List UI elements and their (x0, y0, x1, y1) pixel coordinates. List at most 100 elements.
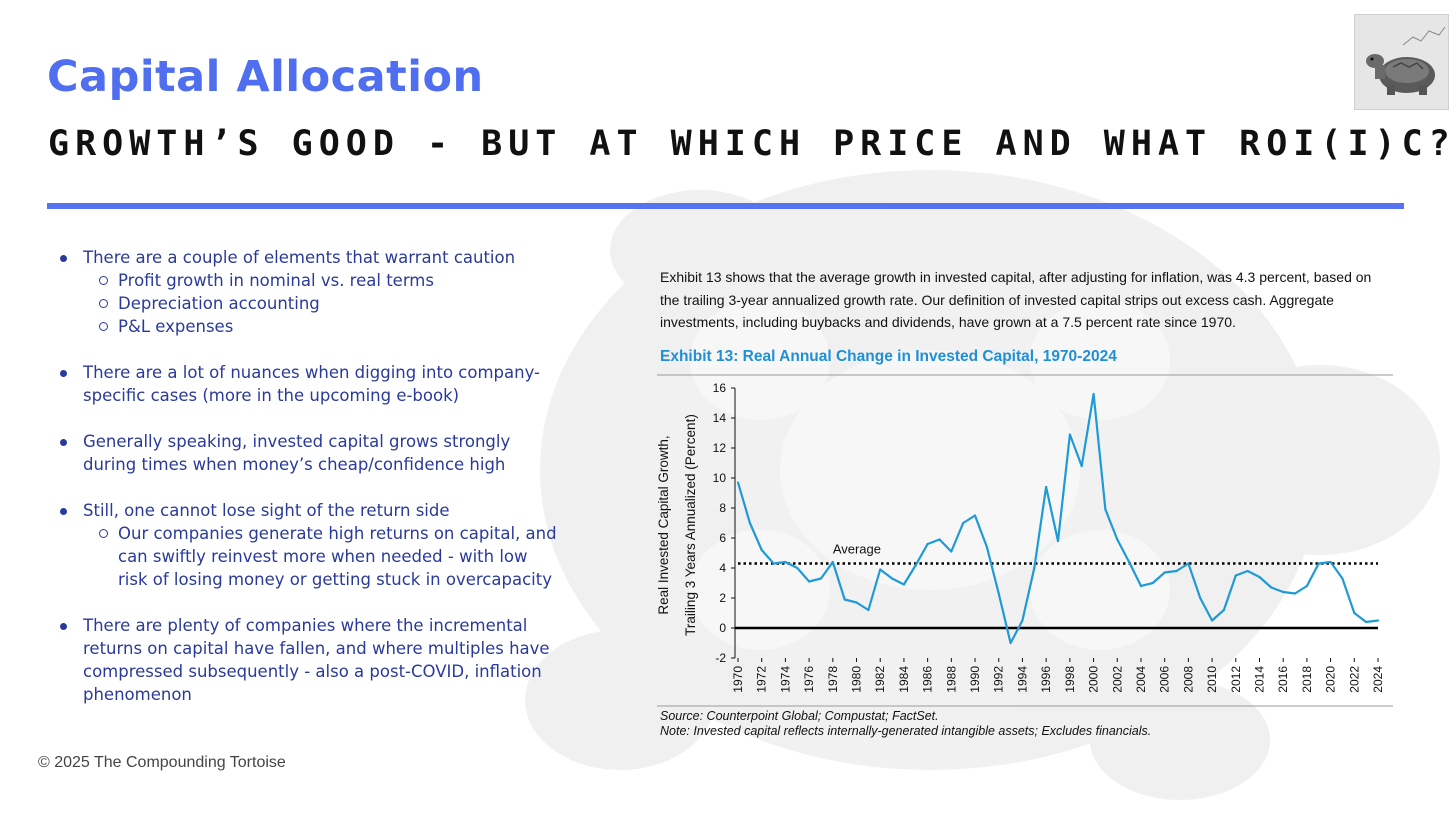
data-point (1068, 433, 1071, 436)
x-tick-label: 1990 (968, 666, 982, 693)
page-title: Capital Allocation (47, 52, 484, 102)
data-point (867, 608, 870, 612)
x-tick-label: 1982 (873, 666, 887, 693)
data-point (1353, 611, 1356, 615)
exhibit-intro: Exhibit 13 shows that the average growth… (660, 269, 1372, 330)
y-axis-label: Trailing 3 Years Annualized (Percent) (683, 414, 698, 636)
data-point (1199, 596, 1202, 600)
data-point (819, 577, 823, 580)
x-tick-label: 1994 (1015, 666, 1029, 693)
average-label: Average (833, 542, 881, 557)
data-point (1341, 577, 1344, 580)
y-tick-label: -2 (715, 651, 726, 665)
page-subtitle: GROWTH’S GOOD - BUT AT WHICH PRICE AND W… (48, 124, 1456, 164)
data-point (1175, 569, 1178, 573)
data-point (950, 550, 953, 553)
data-point (879, 568, 882, 571)
series-line (736, 392, 1379, 645)
x-tick-label: 1974 (778, 666, 792, 693)
data-point (1293, 592, 1297, 595)
data-point (1329, 560, 1332, 564)
x-tick-label: 2014 (1252, 666, 1266, 693)
data-point (1139, 584, 1143, 588)
data-point (1270, 586, 1273, 589)
data-point (985, 545, 988, 549)
x-tick-label: 1998 (1063, 666, 1077, 693)
x-tick-label: 2000 (1087, 666, 1101, 693)
bullet-item: There are a couple of elements that warr… (60, 246, 560, 338)
data-point (1246, 569, 1249, 573)
data-point (890, 577, 894, 580)
data-point (1365, 620, 1368, 624)
plot-area: -2 0 2 4 6 8 10 12 14 16 1970 1972 1974 1976 1978 1980 1… (713, 381, 1385, 693)
sub-bullet-item: Profit growth in nominal vs. real terms (83, 269, 560, 292)
note-line: Note: Invested capital reflects internal… (660, 724, 1152, 738)
bullet-text: There are a lot of nuances when digging … (83, 363, 541, 405)
x-tick-label: 2020 (1324, 666, 1338, 693)
data-point (973, 514, 977, 517)
bullet-item: There are a lot of nuances when digging … (60, 361, 560, 407)
y-tick-label: 14 (713, 411, 727, 425)
x-tick-label: 1988 (944, 666, 958, 693)
data-point (1116, 538, 1119, 541)
data-point (1092, 392, 1095, 396)
x-tick-label: 1976 (802, 666, 816, 693)
chart-title: Exhibit 13: Real Annual Change in Invest… (660, 348, 1117, 365)
data-point (997, 592, 1000, 595)
y-tick-label: 16 (713, 381, 727, 395)
y-tick-label: 4 (719, 561, 726, 575)
data-point (843, 598, 846, 601)
data-point (1258, 575, 1261, 579)
bullet-item: Still, one cannot lose sight of the retu… (60, 499, 560, 591)
y-tick-label: 6 (719, 531, 726, 545)
title-divider (47, 203, 1404, 209)
x-tick-label: 2008 (1181, 666, 1195, 693)
x-tick-label: 2004 (1134, 666, 1148, 693)
bullet-item: Generally speaking, invested capital gro… (60, 430, 560, 476)
x-tick-label: 2016 (1276, 666, 1290, 693)
x-tick-label: 1970 (731, 666, 745, 693)
bullet-text: There are plenty of companies where the … (83, 616, 550, 704)
y-axis-label: Real Invested Capital Growth, (656, 435, 671, 614)
x-tick-label: 1986 (921, 666, 935, 693)
data-point (1187, 562, 1190, 565)
data-point (736, 481, 740, 484)
data-point (1222, 608, 1226, 612)
x-tick-label: 1984 (897, 666, 911, 693)
data-point (1210, 619, 1214, 622)
sub-bullet-item: P&L expenses (83, 315, 560, 338)
x-tick-label: 2006 (1158, 666, 1172, 693)
data-point (1128, 560, 1131, 564)
data-point (1045, 485, 1048, 489)
y-tick-label: 10 (713, 471, 727, 485)
y-tick-label: 0 (719, 621, 726, 635)
data-point (1009, 641, 1012, 645)
data-point (1056, 539, 1060, 543)
x-tick-label: 2012 (1229, 666, 1243, 693)
x-tick-label: 2022 (1347, 666, 1361, 693)
data-point (1282, 590, 1285, 594)
data-point (748, 521, 751, 525)
data-point (1163, 571, 1166, 574)
data-point (1151, 581, 1154, 585)
data-point (1104, 508, 1107, 511)
data-point (938, 538, 941, 541)
data-point (902, 583, 906, 586)
x-tick-label: 1978 (826, 666, 840, 693)
chart-source: Source: Counterpoint Global; Compustat; … (660, 709, 1151, 739)
data-point (1033, 566, 1036, 570)
bullet-text: Still, one cannot lose sight of the retu… (83, 501, 450, 520)
bullet-text: Generally speaking, invested capital gro… (83, 432, 511, 474)
data-point (831, 560, 834, 564)
data-point (772, 562, 775, 565)
x-tick-label: 1992 (992, 666, 1006, 693)
data-point (962, 521, 965, 525)
sub-bullet-item: Our companies generate high returns on c… (83, 522, 560, 591)
data-point (784, 560, 787, 564)
data-point (1080, 464, 1083, 468)
data-point (1376, 619, 1380, 622)
data-point (1305, 584, 1308, 588)
data-point (914, 563, 917, 567)
x-tick-label: 1996 (1039, 666, 1053, 693)
